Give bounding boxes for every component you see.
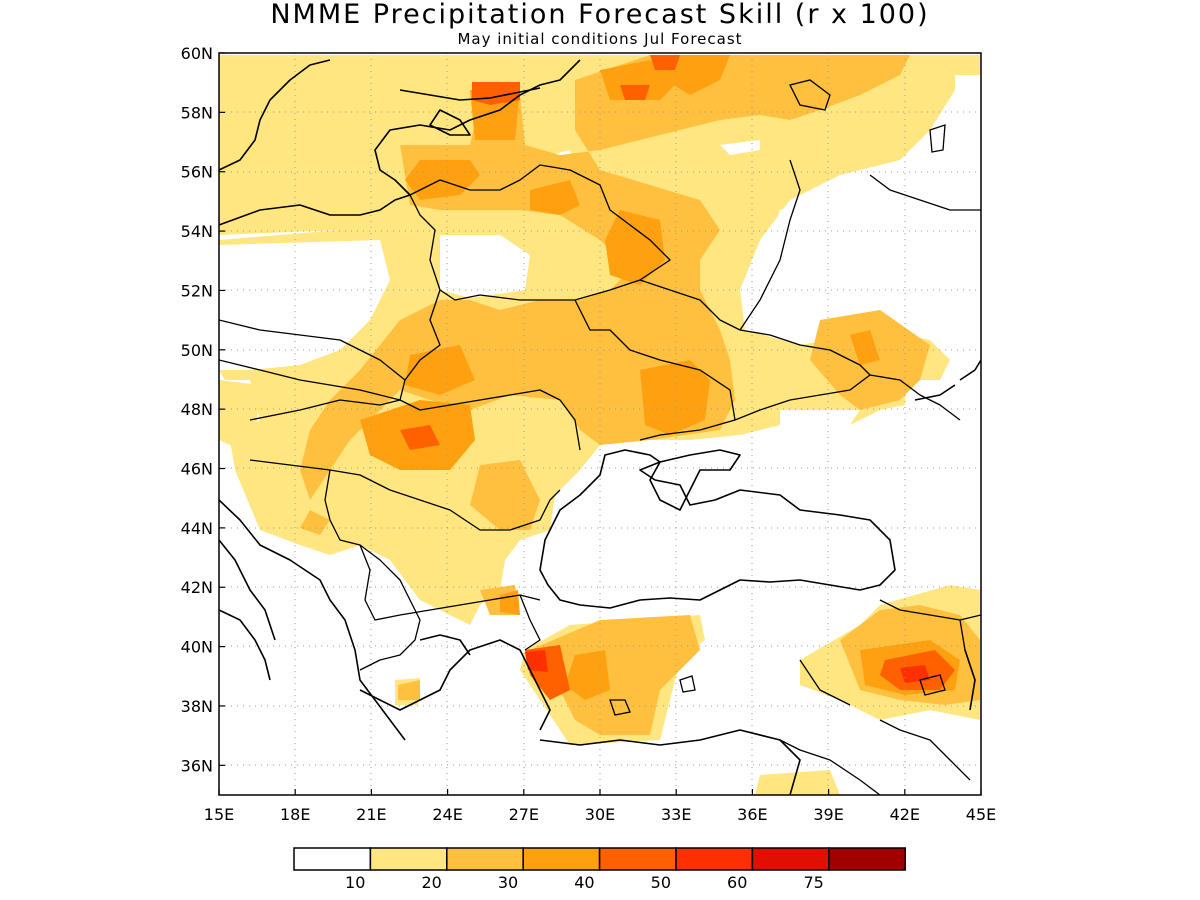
lat-label: 54N xyxy=(181,222,213,241)
colorbar: 10 20 30 40 50 60 75 xyxy=(293,847,906,892)
colorbar-label: 75 xyxy=(803,873,823,892)
lon-label: 21E xyxy=(356,805,386,824)
colorbar-swatch xyxy=(675,847,754,871)
lon-label: 27E xyxy=(509,805,539,824)
lat-label: 58N xyxy=(181,103,213,122)
lon-label: 39E xyxy=(813,805,843,824)
lakes-and-islands xyxy=(609,79,946,716)
lon-label: 33E xyxy=(661,805,691,824)
lat-label: 52N xyxy=(181,281,213,300)
coastlines xyxy=(219,59,981,795)
lat-label: 46N xyxy=(181,460,213,479)
lon-label: 24E xyxy=(432,805,462,824)
map-title: NMME Precipitation Forecast Skill (r x 1… xyxy=(270,0,930,30)
colorbar-swatch xyxy=(293,847,372,871)
lat-label: 56N xyxy=(181,163,213,182)
lat-label: 44N xyxy=(181,519,213,538)
axis-ticks xyxy=(218,52,982,795)
colorbar-label: 40 xyxy=(574,873,594,892)
colorbar-swatch xyxy=(446,847,524,871)
map-subtitle: May initial conditions Jul Forecast xyxy=(457,30,743,48)
lat-label: 42N xyxy=(181,578,213,597)
colorbar-label: 10 xyxy=(345,873,365,892)
lat-label: 36N xyxy=(181,756,213,775)
lon-label: 42E xyxy=(890,805,920,824)
lon-label: 36E xyxy=(737,805,767,824)
country-borders xyxy=(219,159,981,795)
lon-label: 30E xyxy=(585,805,615,824)
skill-shading xyxy=(219,55,980,795)
colorbar-swatch xyxy=(828,847,906,871)
lon-label: 45E xyxy=(966,805,996,824)
colorbar-swatch xyxy=(598,847,677,871)
lat-label: 40N xyxy=(181,638,213,657)
colorbar-label: 20 xyxy=(421,873,441,892)
lat-label: 60N xyxy=(181,44,213,63)
colorbar-swatch xyxy=(751,847,830,871)
colorbar-label: 30 xyxy=(498,873,518,892)
lon-label: 15E xyxy=(204,805,234,824)
lat-label: 38N xyxy=(181,697,213,716)
lat-label: 48N xyxy=(181,400,213,419)
lon-label: 18E xyxy=(280,805,310,824)
longitude-labels: 15E 18E 21E 24E 27E 30E 33E 36E 39E 42E 45E xyxy=(204,805,996,824)
colorbar-label: 60 xyxy=(727,873,747,892)
colorbar-label: 50 xyxy=(651,873,671,892)
lat-label: 50N xyxy=(181,341,213,360)
latitude-labels: 36N 38N 40N 42N 44N 46N 48N 50N 52N 54N 56N 58N 60N xyxy=(181,44,213,775)
colorbar-swatch xyxy=(522,847,601,871)
colorbar-swatch xyxy=(369,847,448,871)
grid-lines xyxy=(219,53,981,795)
